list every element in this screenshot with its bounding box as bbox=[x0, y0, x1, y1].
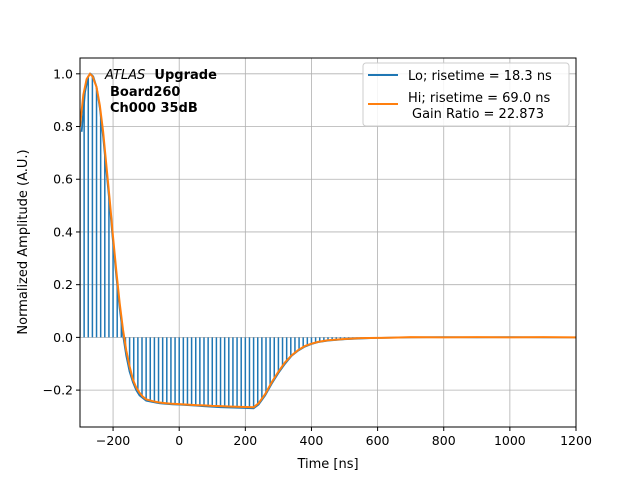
x-tick-label: 0 bbox=[175, 433, 183, 448]
hi-series-line bbox=[80, 72, 576, 409]
x-tick-label: 800 bbox=[432, 433, 456, 448]
annotation-channel: Ch000 35dB bbox=[110, 101, 198, 116]
x-tick-label: 400 bbox=[300, 433, 324, 448]
y-tick-label: 0.4 bbox=[53, 224, 73, 239]
x-tick-label: −200 bbox=[96, 433, 130, 448]
x-tick-label: 1000 bbox=[494, 433, 526, 448]
legend-label-gain-ratio: Gain Ratio = 22.873 bbox=[412, 107, 544, 122]
axes-frame bbox=[79, 57, 577, 428]
x-tick-label: 200 bbox=[233, 433, 257, 448]
y-tick-label: 0.0 bbox=[53, 330, 73, 345]
x-tick-label: 1200 bbox=[560, 433, 592, 448]
y-tick-label: 0.6 bbox=[53, 172, 73, 187]
y-axis-label: Normalized Amplitude (A.U.) bbox=[16, 149, 31, 334]
atlas-annotation: ATLAS Upgrade Board260 Ch000 35dB bbox=[104, 68, 217, 116]
legend-label-lo: Lo; risetime = 18.3 ns bbox=[408, 69, 552, 84]
annotation-experiment: ATLAS bbox=[104, 68, 145, 83]
legend-box bbox=[362, 62, 570, 127]
legend: Lo; risetime = 18.3 ns Hi; risetime = 69… bbox=[362, 62, 570, 127]
plot-area bbox=[80, 72, 576, 410]
y-tick-label: 0.8 bbox=[53, 119, 73, 134]
annotation-label: Upgrade bbox=[154, 68, 217, 83]
x-axis-label: Time [ns] bbox=[296, 457, 358, 472]
y-tick-label: −0.2 bbox=[43, 383, 73, 398]
x-tick-label: 600 bbox=[366, 433, 390, 448]
legend-label-hi: Hi; risetime = 69.0 ns bbox=[408, 91, 550, 106]
y-tick-label: 1.0 bbox=[53, 66, 73, 81]
ticks: −200 0 200 400 600 800 1000 1200 −0.2 0.0 0.2 0.4 0.… bbox=[43, 66, 592, 448]
svg-text:ATLAS Upgrade: ATLAS Upgrade bbox=[104, 68, 217, 83]
y-tick-label: 0.2 bbox=[53, 277, 73, 292]
annotation-board: Board260 bbox=[110, 85, 180, 100]
